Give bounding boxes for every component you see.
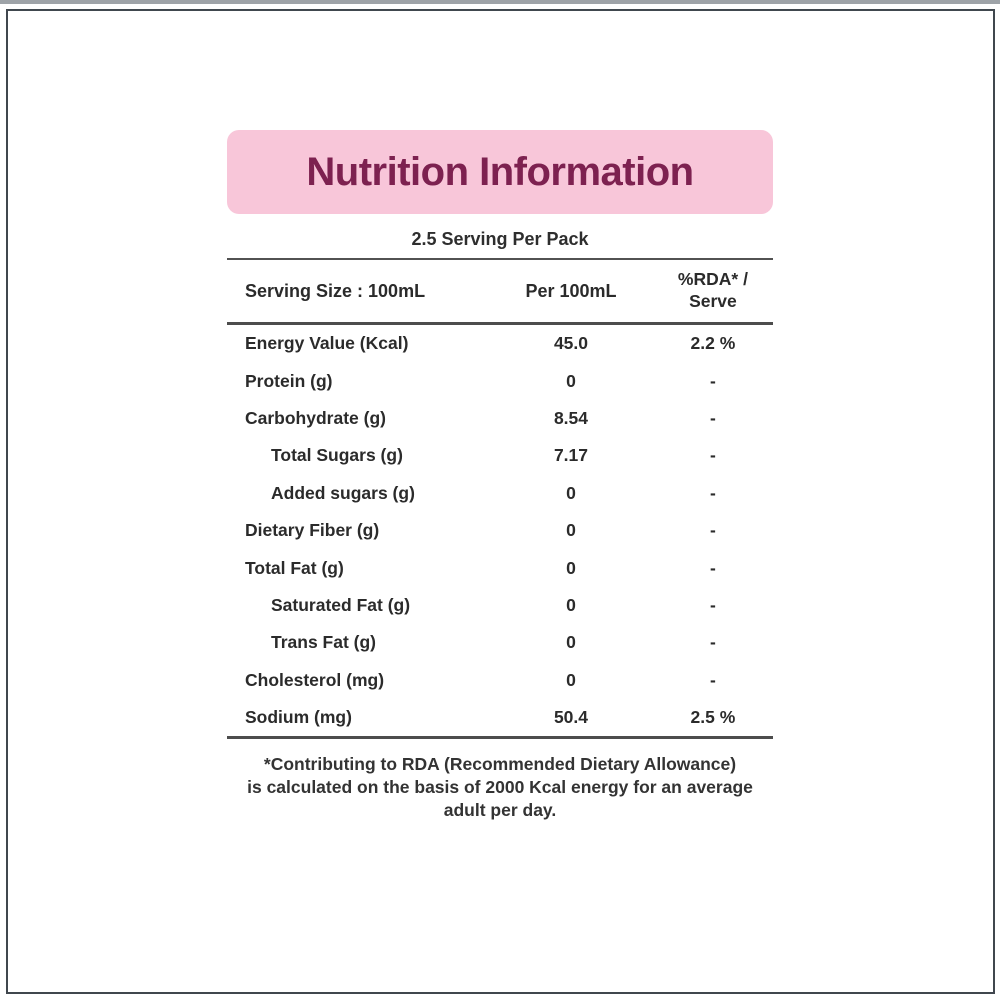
row-label: Energy Value (Kcal) [245, 333, 409, 354]
row-value-rda: - [710, 520, 716, 541]
table-row: Total Fat (g) 0 - [227, 549, 773, 586]
nutrition-table: Serving Size : 100mL Per 100mL %RDA* / S… [227, 258, 773, 740]
row-label: Trans Fat (g) [271, 632, 377, 653]
row-value-rda: - [710, 370, 716, 391]
row-value-per100ml: 0 [566, 557, 576, 578]
footnote: *Contributing to RDA (Recommended Dietar… [227, 753, 773, 822]
table-row: Protein (g) 0 - [227, 362, 773, 399]
row-value-rda: - [710, 669, 716, 690]
row-value-per100ml: 0 [566, 594, 576, 615]
col-rda: %RDA* / Serve [653, 269, 773, 313]
row-value-per100ml: 0 [566, 370, 576, 391]
row-label: Added sugars (g) [271, 482, 415, 503]
row-value-rda: - [710, 594, 716, 615]
page-title: Nutrition Information [306, 149, 694, 194]
row-label: Sodium (mg) [245, 707, 352, 728]
banner: Nutrition Information [227, 130, 773, 214]
footnote-line: *Contributing to RDA (Recommended Dietar… [263, 754, 737, 775]
table-row: Trans Fat (g) 0 - [227, 624, 773, 661]
row-label: Total Fat (g) [245, 557, 344, 578]
table-row: Sodium (mg) 50.4 2.5 % [227, 699, 773, 736]
table-row: Saturated Fat (g) 0 - [227, 587, 773, 624]
row-value-per100ml: 0 [566, 632, 576, 653]
col-rda-line1: %RDA* / [677, 269, 748, 290]
servings-text: 2.5 Serving Per Pack [411, 229, 589, 249]
row-value-per100ml: 8.54 [553, 407, 588, 428]
row-value-per100ml: 0 [566, 482, 576, 503]
col-rda-line2: Serve [689, 291, 737, 311]
footnote-line: adult per day. [443, 800, 557, 821]
row-label: Cholesterol (mg) [245, 669, 385, 690]
row-label: Dietary Fiber (g) [245, 520, 380, 541]
table-row: Cholesterol (mg) 0 - [227, 662, 773, 699]
table-row: Added sugars (g) 0 - [227, 475, 773, 512]
row-label: Carbohydrate (g) [245, 407, 386, 428]
table-header-row: Serving Size : 100mL Per 100mL %RDA* / S… [227, 260, 773, 325]
row-value-rda: - [710, 407, 716, 428]
row-label: Total Sugars (g) [271, 445, 403, 466]
row-value-per100ml: 7.17 [553, 445, 588, 466]
table-row: Total Sugars (g) 7.17 - [227, 437, 773, 474]
row-value-per100ml: 50.4 [553, 707, 588, 728]
row-value-rda: - [710, 445, 716, 466]
col-serving-size: Serving Size : 100mL [245, 280, 426, 301]
top-strip [0, 0, 1000, 4]
row-value-rda: - [710, 482, 716, 503]
footnote-line: is calculated on the basis of 2000 Kcal … [247, 777, 753, 798]
row-value-rda: - [710, 632, 716, 653]
row-label: Protein (g) [245, 370, 333, 391]
col-per-100ml: Per 100mL [525, 280, 617, 301]
nutrition-card: Nutrition Information 2.5 Serving Per Pa… [227, 130, 773, 822]
row-value-per100ml: 45.0 [553, 333, 588, 354]
table-row: Dietary Fiber (g) 0 - [227, 512, 773, 549]
row-value-per100ml: 0 [566, 669, 576, 690]
table-row: Carbohydrate (g) 8.54 - [227, 400, 773, 437]
table-row: Energy Value (Kcal) 45.0 2.2 % [227, 325, 773, 362]
row-label: Saturated Fat (g) [271, 594, 411, 615]
row-value-rda: - [710, 557, 716, 578]
row-value-rda: 2.2 % [690, 333, 736, 354]
row-value-per100ml: 0 [566, 520, 576, 541]
row-value-rda: 2.5 % [690, 707, 736, 728]
